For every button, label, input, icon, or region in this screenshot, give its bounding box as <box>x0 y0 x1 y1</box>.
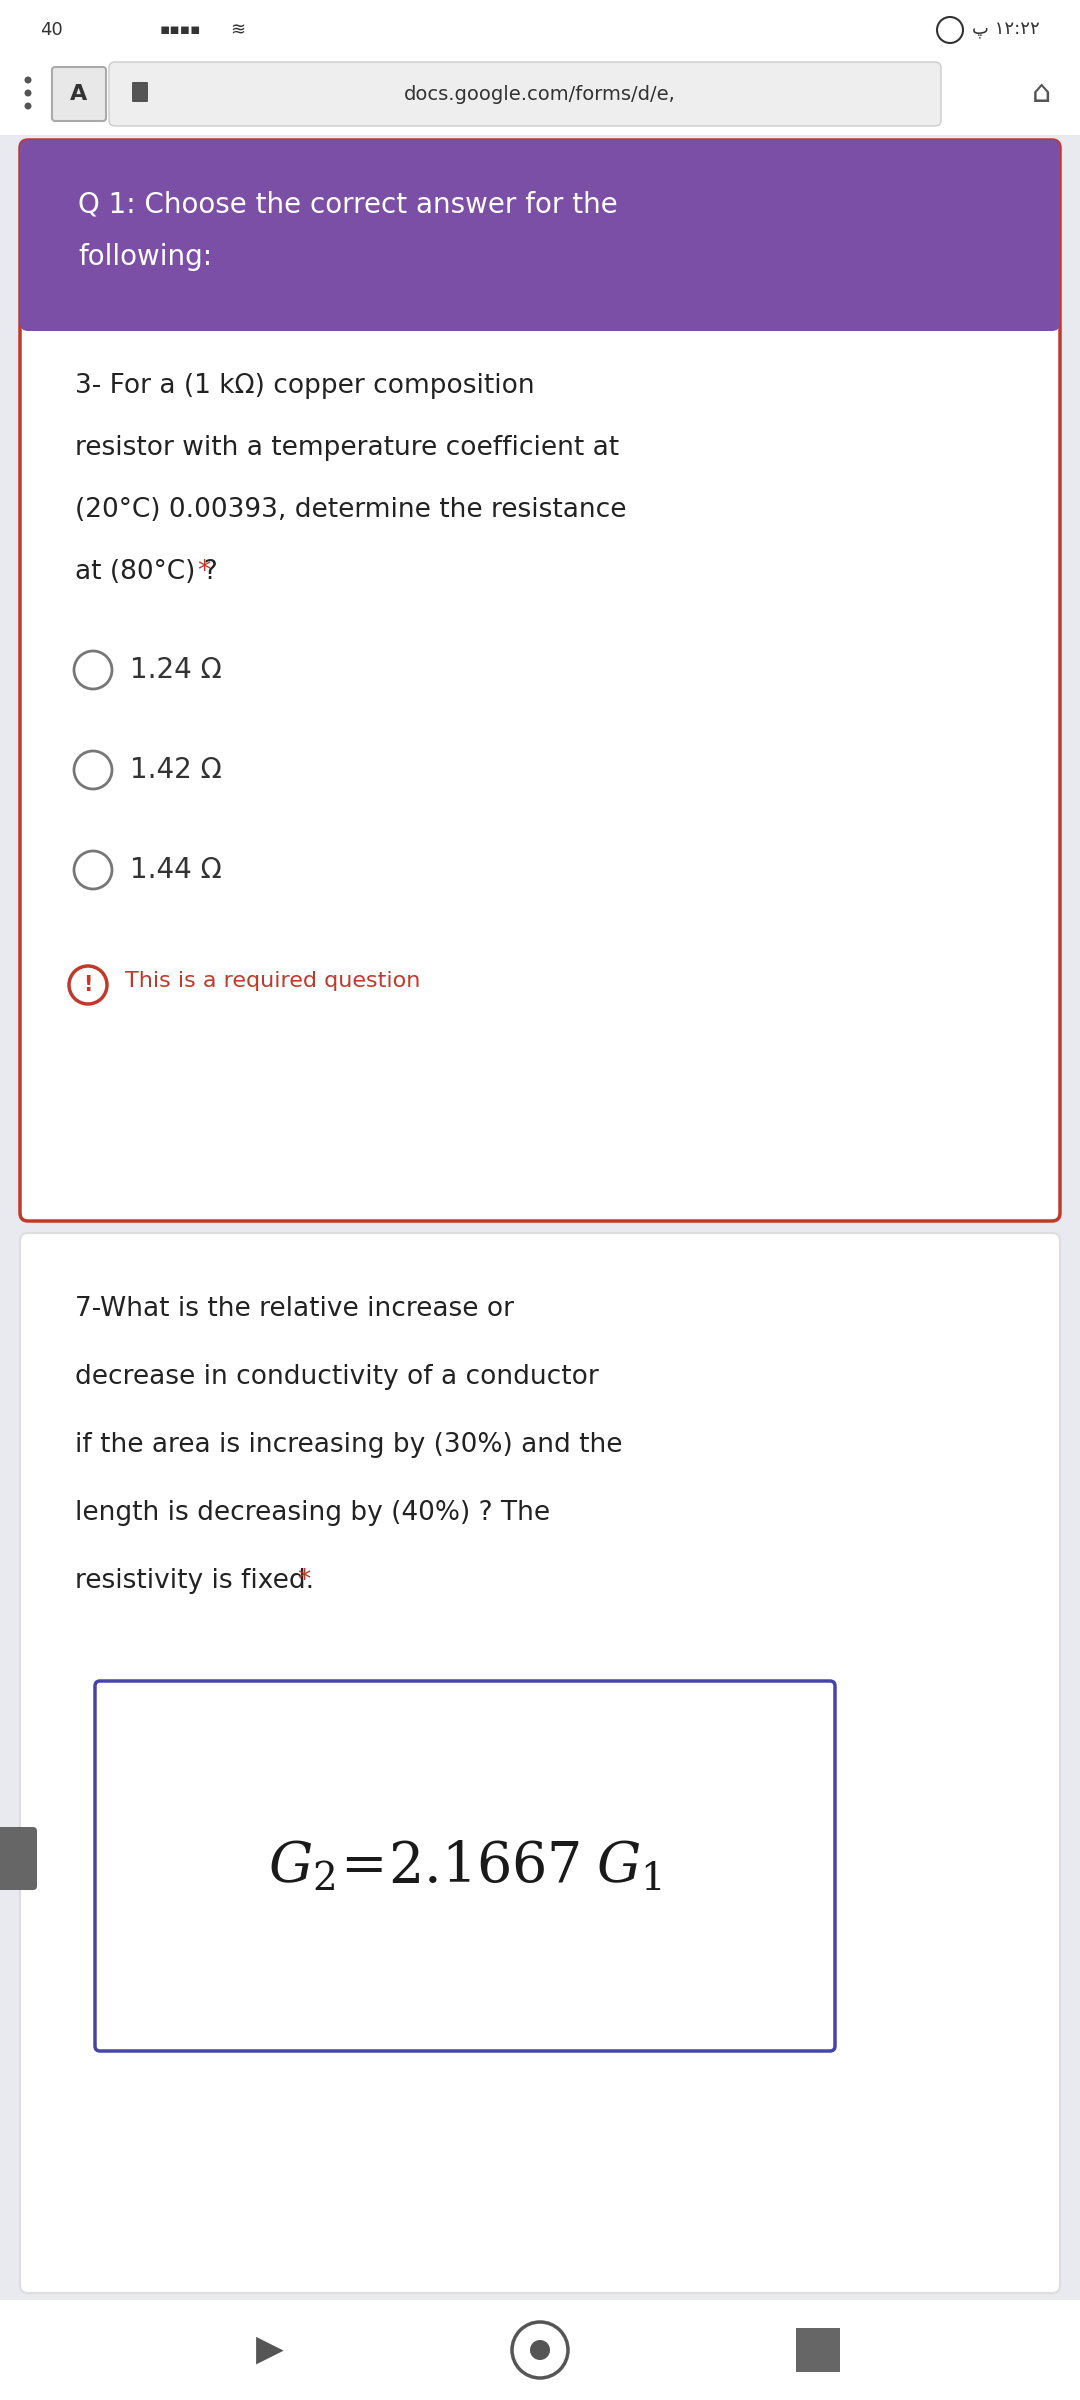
Text: !: ! <box>83 974 93 996</box>
Text: 7-What is the relative increase or: 7-What is the relative increase or <box>75 1296 514 1322</box>
Circle shape <box>530 2340 550 2359</box>
Text: 1.44 Ω: 1.44 Ω <box>130 857 221 883</box>
Bar <box>28 302 1052 324</box>
Bar <box>0 0 1080 60</box>
FancyBboxPatch shape <box>52 67 106 120</box>
Text: پ ١٢:٢٢: پ ١٢:٢٢ <box>972 22 1040 38</box>
Bar <box>0 60 1080 134</box>
Text: resistor with a temperature coefficient at: resistor with a temperature coefficient … <box>75 434 619 461</box>
FancyBboxPatch shape <box>95 1680 835 2052</box>
Text: 1.42 Ω: 1.42 Ω <box>130 756 221 785</box>
FancyBboxPatch shape <box>21 1234 1059 2292</box>
Text: (20°C) 0.00393, determine the resistance: (20°C) 0.00393, determine the resistance <box>75 497 626 523</box>
Circle shape <box>25 77 31 84</box>
Text: ≋: ≋ <box>230 22 245 38</box>
FancyBboxPatch shape <box>796 2328 840 2371</box>
FancyBboxPatch shape <box>109 62 941 125</box>
Text: resistivity is fixed.: resistivity is fixed. <box>75 1567 323 1594</box>
Text: at (80°C) ?: at (80°C) ? <box>75 559 226 586</box>
Text: ⌂: ⌂ <box>1032 79 1052 108</box>
Text: ▶: ▶ <box>256 2333 284 2366</box>
FancyBboxPatch shape <box>21 139 1059 331</box>
Text: docs.google.com/forms/d/e,: docs.google.com/forms/d/e, <box>404 84 676 103</box>
Text: decrease in conductivity of a conductor: decrease in conductivity of a conductor <box>75 1363 598 1390</box>
Text: 1.24 Ω: 1.24 Ω <box>130 655 221 684</box>
Text: Q 1: Choose the correct answer for the: Q 1: Choose the correct answer for the <box>78 190 618 218</box>
Text: This is a required question: This is a required question <box>125 972 420 991</box>
Text: if the area is increasing by (30%) and the: if the area is increasing by (30%) and t… <box>75 1433 622 1457</box>
Text: length is decreasing by (40%) ? The: length is decreasing by (40%) ? The <box>75 1500 550 1526</box>
Text: !: ! <box>9 1848 17 1867</box>
Text: *: * <box>198 559 211 586</box>
FancyBboxPatch shape <box>21 139 1059 1222</box>
Text: following:: following: <box>78 242 212 271</box>
FancyBboxPatch shape <box>0 1826 37 1891</box>
Text: 40: 40 <box>40 22 63 38</box>
Text: A: A <box>70 84 87 103</box>
Circle shape <box>25 103 31 110</box>
Text: *: * <box>297 1567 310 1594</box>
Text: 3- For a (1 kΩ) copper composition: 3- For a (1 kΩ) copper composition <box>75 372 535 398</box>
FancyBboxPatch shape <box>132 82 148 101</box>
Text: ▪▪▪▪: ▪▪▪▪ <box>160 22 202 38</box>
Text: $G_2\!=\!2.1667\;G_1$: $G_2\!=\!2.1667\;G_1$ <box>268 1838 662 1894</box>
Circle shape <box>25 89 31 96</box>
Bar <box>0 2299 1080 2400</box>
